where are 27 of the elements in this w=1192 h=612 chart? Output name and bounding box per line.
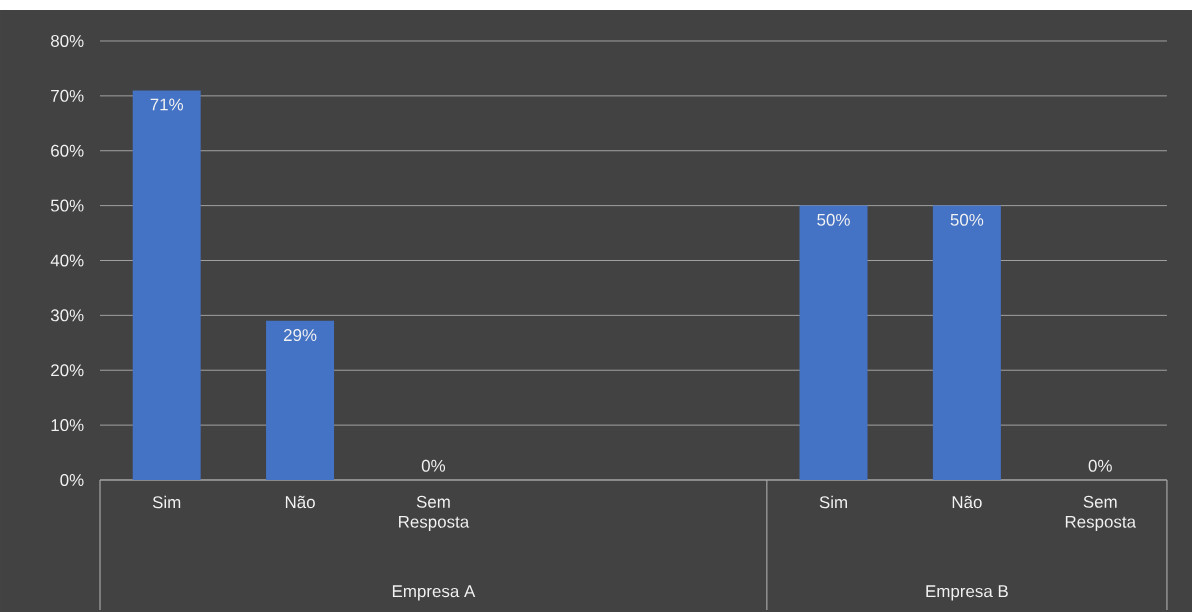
x-tick-label: Não [952, 495, 982, 509]
bar [266, 320, 335, 480]
data-label: 0% [1088, 459, 1112, 472]
bar [799, 205, 868, 480]
x-tick-label: Não [285, 495, 315, 509]
y-tick-label: 40% [50, 254, 84, 267]
y-tick-label: 20% [51, 364, 84, 377]
bar [132, 90, 201, 480]
bar [932, 205, 1001, 480]
y-tick-label: 30% [50, 309, 84, 322]
x-tick-label: Sim [819, 495, 847, 509]
y-tick-label: 60% [51, 144, 84, 157]
data-label: 50% [817, 213, 850, 226]
data-label: 0% [421, 459, 446, 472]
y-tick-label: 0% [60, 473, 84, 486]
x-tick-label: Sim [152, 495, 181, 509]
y-tick-label: 80% [51, 35, 84, 47]
text: Empresa A [392, 585, 476, 601]
text: Empresa B [926, 585, 1008, 601]
y-tick-label: 70% [51, 89, 84, 102]
y-tick-label: 50% [50, 199, 84, 212]
data-label: 29% [283, 329, 317, 342]
y-tick-label: 10% [51, 419, 84, 432]
data-label: 50% [950, 213, 984, 226]
x-tick-label: Sem Resposta [1065, 495, 1137, 532]
data-label: 71% [150, 98, 184, 111]
x-tick-label: Sem Resposta [399, 495, 470, 532]
